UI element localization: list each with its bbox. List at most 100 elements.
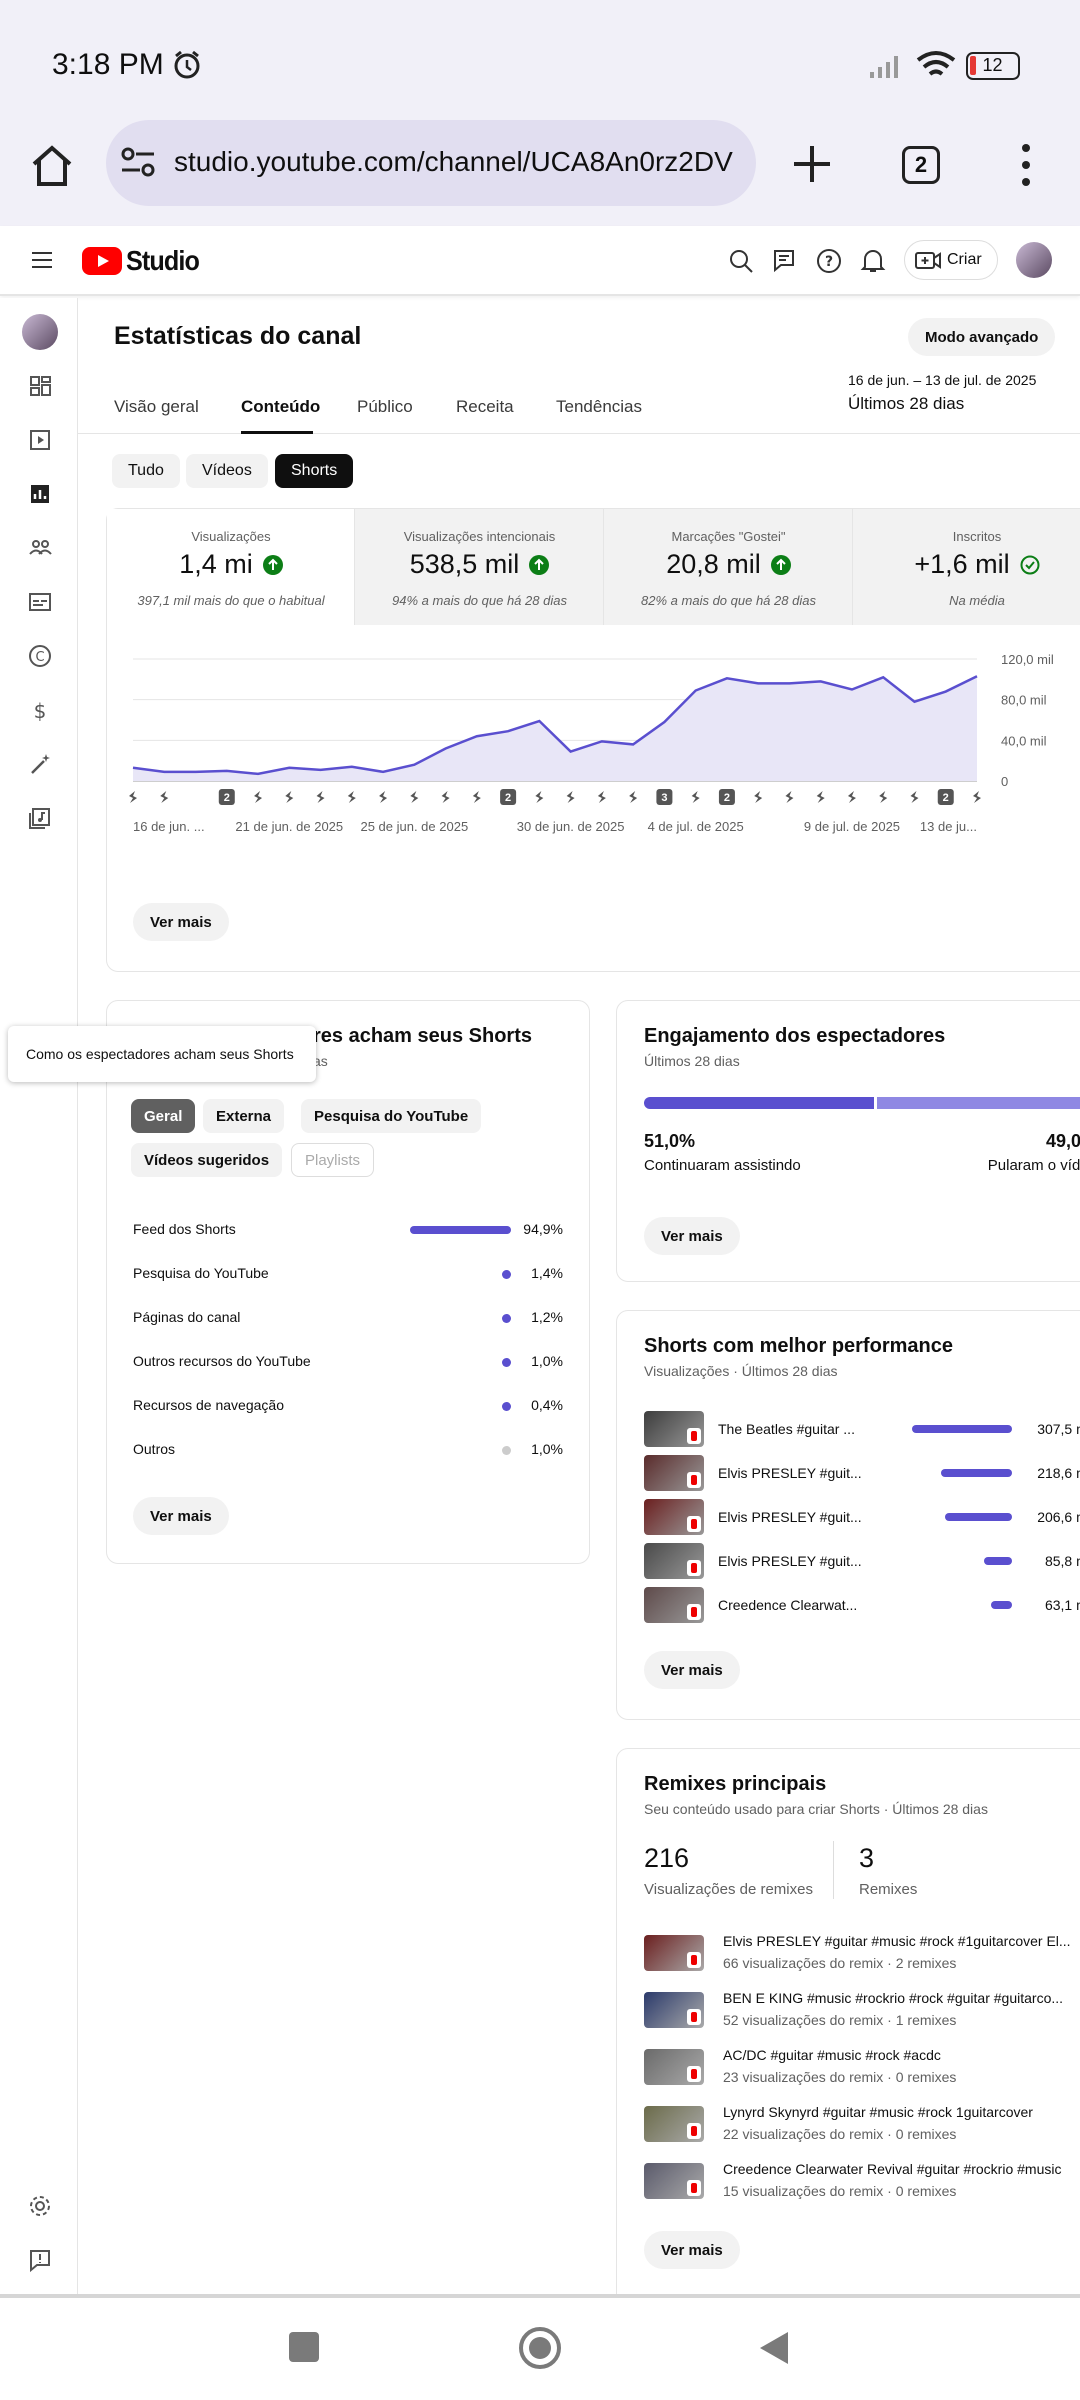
data-point[interactable] (381, 770, 385, 774)
remix-row[interactable]: Lynyrd Skynyrd #guitar #music #rock 1gui… (644, 2104, 1080, 2144)
short-published-icon[interactable] (687, 789, 704, 805)
traffic-source-row[interactable]: Outros recursos do YouTube 1,0% (133, 1349, 563, 1375)
top-short-row[interactable]: Elvis PRESLEY #guit... 206,6 mil (644, 1499, 1080, 1535)
data-point[interactable] (444, 746, 448, 750)
top-short-row[interactable]: The Beatles #guitar ... 307,5 mil (644, 1411, 1080, 1447)
multiple-uploads-icon[interactable]: 2 (937, 789, 954, 805)
short-published-icon[interactable] (406, 789, 423, 805)
subtitles-icon[interactable] (22, 584, 58, 620)
data-point[interactable] (162, 770, 166, 774)
discovery-chip-external[interactable]: Externa (203, 1099, 285, 1133)
channel-avatar[interactable] (22, 314, 58, 350)
short-published-icon[interactable] (875, 789, 892, 805)
discovery-more-button[interactable]: Ver mais (133, 1497, 229, 1535)
dashboard-icon[interactable] (22, 368, 58, 404)
data-point[interactable] (694, 689, 698, 693)
discovery-chip-playlists[interactable]: Playlists (291, 1143, 375, 1177)
metric-likes[interactable]: Marcações "Gostei" 20,8 mil 82% a mais d… (604, 509, 853, 625)
traffic-source-row[interactable]: Feed dos Shorts 94,9% (133, 1217, 563, 1243)
traffic-source-row[interactable]: Pesquisa do YouTube 1,4% (133, 1261, 563, 1287)
data-point[interactable] (319, 768, 323, 772)
multiple-uploads-icon[interactable]: 2 (218, 789, 235, 805)
data-point[interactable] (225, 769, 229, 773)
period-label[interactable]: Últimos 28 dias (848, 394, 965, 413)
audio-library-icon[interactable] (22, 800, 58, 836)
remixes-more-button[interactable]: Ver mais (644, 2231, 740, 2269)
data-point[interactable] (631, 742, 635, 746)
avatar[interactable] (1016, 242, 1052, 278)
tab-revenue[interactable]: Receita (456, 397, 514, 416)
short-published-icon[interactable] (750, 789, 767, 805)
short-published-icon[interactable] (343, 789, 360, 805)
chart-more-button[interactable]: Ver mais (133, 903, 229, 941)
data-point[interactable] (787, 681, 791, 685)
short-published-icon[interactable] (843, 789, 860, 805)
short-published-icon[interactable] (250, 789, 267, 805)
data-point[interactable] (725, 676, 729, 680)
copyright-icon[interactable]: C (22, 638, 58, 674)
multiple-uploads-icon[interactable]: 2 (718, 789, 735, 805)
data-point[interactable] (662, 720, 666, 724)
tab-audience[interactable]: Público (357, 397, 413, 416)
data-point[interactable] (194, 770, 198, 774)
data-point[interactable] (475, 734, 479, 738)
short-published-icon[interactable] (562, 789, 579, 805)
views-chart[interactable]: 120,0 mil 80,0 mil 40,0 mil 0 2 2 3 2 2 16 de jun… (107, 639, 1080, 889)
remix-row[interactable]: BEN E KING #music #rockrio #rock #guitar… (644, 1990, 1080, 2030)
data-point[interactable] (256, 772, 260, 776)
short-published-icon[interactable] (312, 789, 329, 805)
traffic-source-row[interactable]: Outros 1,0% (133, 1437, 563, 1463)
discovery-chip-general[interactable]: Geral (131, 1099, 196, 1133)
send-feedback-icon[interactable] (22, 2242, 58, 2278)
data-point[interactable] (944, 690, 948, 694)
data-point[interactable] (600, 739, 604, 743)
site-settings-icon[interactable] (120, 146, 156, 180)
short-published-icon[interactable] (781, 789, 798, 805)
filter-shorts[interactable]: Shorts (275, 454, 354, 488)
short-published-icon[interactable] (468, 789, 485, 805)
help-icon[interactable]: ? (816, 248, 842, 274)
top-short-row[interactable]: Creedence Clearwat... 63,1 mil (644, 1587, 1080, 1623)
engagement-more-button[interactable]: Ver mais (644, 1217, 740, 1255)
create-button[interactable]: Criar (904, 240, 998, 280)
more-vert-icon[interactable] (1014, 142, 1038, 188)
menu-icon[interactable] (30, 250, 54, 270)
analytics-icon[interactable] (22, 476, 58, 512)
data-point[interactable] (881, 675, 885, 679)
top-short-row[interactable]: Elvis PRESLEY #guit... 218,6 mil (644, 1455, 1080, 1491)
top-short-row[interactable]: Elvis PRESLEY #guit... 85,8 mil (644, 1543, 1080, 1579)
settings-icon[interactable] (22, 2188, 58, 2224)
remix-row[interactable]: AC/DC #guitar #music #rock #acdc 23 visua… (644, 2047, 1080, 2087)
tab-switcher[interactable]: 2 (902, 146, 940, 184)
data-point[interactable] (412, 763, 416, 767)
data-point[interactable] (819, 679, 823, 683)
multiple-uploads-icon[interactable]: 3 (656, 789, 673, 805)
notifications-icon[interactable] (860, 248, 886, 274)
data-point[interactable] (537, 719, 541, 723)
short-published-icon[interactable] (156, 789, 173, 805)
customization-icon[interactable] (22, 746, 58, 782)
discovery-chip-suggested[interactable]: Vídeos sugeridos (131, 1143, 283, 1177)
short-published-icon[interactable] (281, 789, 298, 805)
metric-engaged-views[interactable]: Visualizações intencionais 538,5 mil 94%… (355, 509, 604, 625)
back-button[interactable] (758, 2330, 790, 2366)
tab-trends[interactable]: Tendências (556, 397, 643, 416)
short-published-icon[interactable] (125, 789, 141, 805)
traffic-source-row[interactable]: Recursos de navegação 0,4% (133, 1393, 563, 1419)
metric-views[interactable]: Visualizações 1,4 mi 397,1 mil mais do q… (107, 509, 355, 625)
short-published-icon[interactable] (531, 789, 548, 805)
data-point[interactable] (506, 729, 510, 733)
metric-subscribers[interactable]: Inscritos +1,6 mil Na média (853, 509, 1080, 625)
short-published-icon[interactable] (437, 789, 454, 805)
short-published-icon[interactable] (593, 789, 610, 805)
traffic-source-row[interactable]: Páginas do canal 1,2% (133, 1305, 563, 1331)
filter-videos[interactable]: Vídeos (186, 454, 268, 488)
tab-overview[interactable]: Visão geral (114, 397, 199, 416)
data-point[interactable] (850, 688, 854, 692)
short-published-icon[interactable] (375, 789, 392, 805)
home-icon[interactable] (28, 142, 76, 190)
recents-button[interactable] (289, 2332, 319, 2362)
multiple-uploads-icon[interactable]: 2 (500, 789, 517, 805)
filter-all[interactable]: Tudo (112, 454, 180, 488)
remix-row[interactable]: Elvis PRESLEY #guitar #music #rock #1gui… (644, 1933, 1080, 1973)
